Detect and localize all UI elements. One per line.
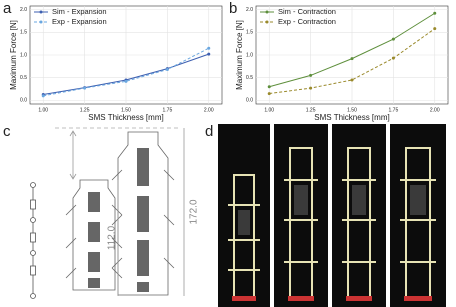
y-tick-label: 1.0 — [246, 52, 253, 58]
data-point — [433, 27, 437, 31]
x-tick-label: 1.25 — [306, 107, 316, 113]
x-tick-label: 1.50 — [347, 107, 357, 113]
y-tick-label: 1.5 — [246, 30, 253, 36]
legend-marker — [39, 10, 43, 14]
y-tick-label: 2.0 — [246, 7, 253, 13]
x-tick-label: 1.00 — [38, 107, 48, 113]
y-tick-label: 0.0 — [20, 98, 27, 104]
panel-label: a — [3, 0, 12, 17]
y-tick-label: 1.5 — [20, 30, 27, 36]
x-tick-label: 2.00 — [430, 107, 440, 113]
data-point — [309, 73, 313, 77]
data-point — [207, 46, 211, 50]
data-point — [165, 68, 169, 72]
dimension-label: 112.0 — [107, 225, 118, 250]
x-tick-label: 2.00 — [204, 107, 214, 113]
legend-marker — [39, 20, 43, 24]
panel-label: b — [229, 0, 237, 17]
x-tick-label: 1.75 — [389, 107, 399, 113]
diagram — [30, 127, 185, 299]
data-point — [267, 92, 271, 96]
legend-label: Sim - Contraction — [278, 7, 336, 16]
x-axis-label: SMS Thickness [mm] — [314, 113, 389, 122]
data-point — [207, 52, 211, 56]
x-tick-label: 1.25 — [80, 107, 90, 113]
x-tick-label: 1.00 — [264, 107, 274, 113]
legend-marker — [265, 20, 269, 24]
y-tick-label: 0.5 — [246, 75, 253, 81]
data-point — [309, 86, 313, 90]
x-tick-label: 1.50 — [121, 107, 131, 113]
y-tick-label: 1.0 — [20, 52, 27, 58]
series-line — [43, 47, 209, 97]
y-axis-label: Maximum Force [N] — [235, 20, 244, 90]
data-point — [124, 79, 128, 83]
series-line — [269, 28, 436, 95]
photos — [218, 124, 446, 307]
panel-label: d — [205, 123, 213, 140]
dimension-label: 172.0 — [189, 199, 200, 224]
legend-label: Exp - Contraction — [278, 17, 336, 26]
data-point — [391, 56, 395, 60]
data-point — [267, 85, 271, 89]
data-point — [391, 37, 395, 41]
legend-marker — [265, 10, 269, 14]
y-tick-label: 2.0 — [20, 7, 27, 13]
data-point — [350, 78, 354, 82]
data-point — [83, 86, 87, 90]
data-point — [350, 57, 354, 61]
x-axis-label: SMS Thickness [mm] — [88, 113, 163, 122]
data-point — [41, 94, 45, 98]
x-tick-label: 1.75 — [163, 107, 173, 113]
y-tick-label: 0.5 — [20, 75, 27, 81]
panel-label: c — [3, 123, 11, 140]
y-tick-label: 0.0 — [246, 98, 253, 104]
data-point — [433, 11, 437, 15]
legend-label: Exp - Expansion — [52, 17, 107, 26]
y-axis-label: Maximum Force [N] — [9, 20, 18, 90]
legend-label: Sim - Expansion — [52, 7, 107, 16]
